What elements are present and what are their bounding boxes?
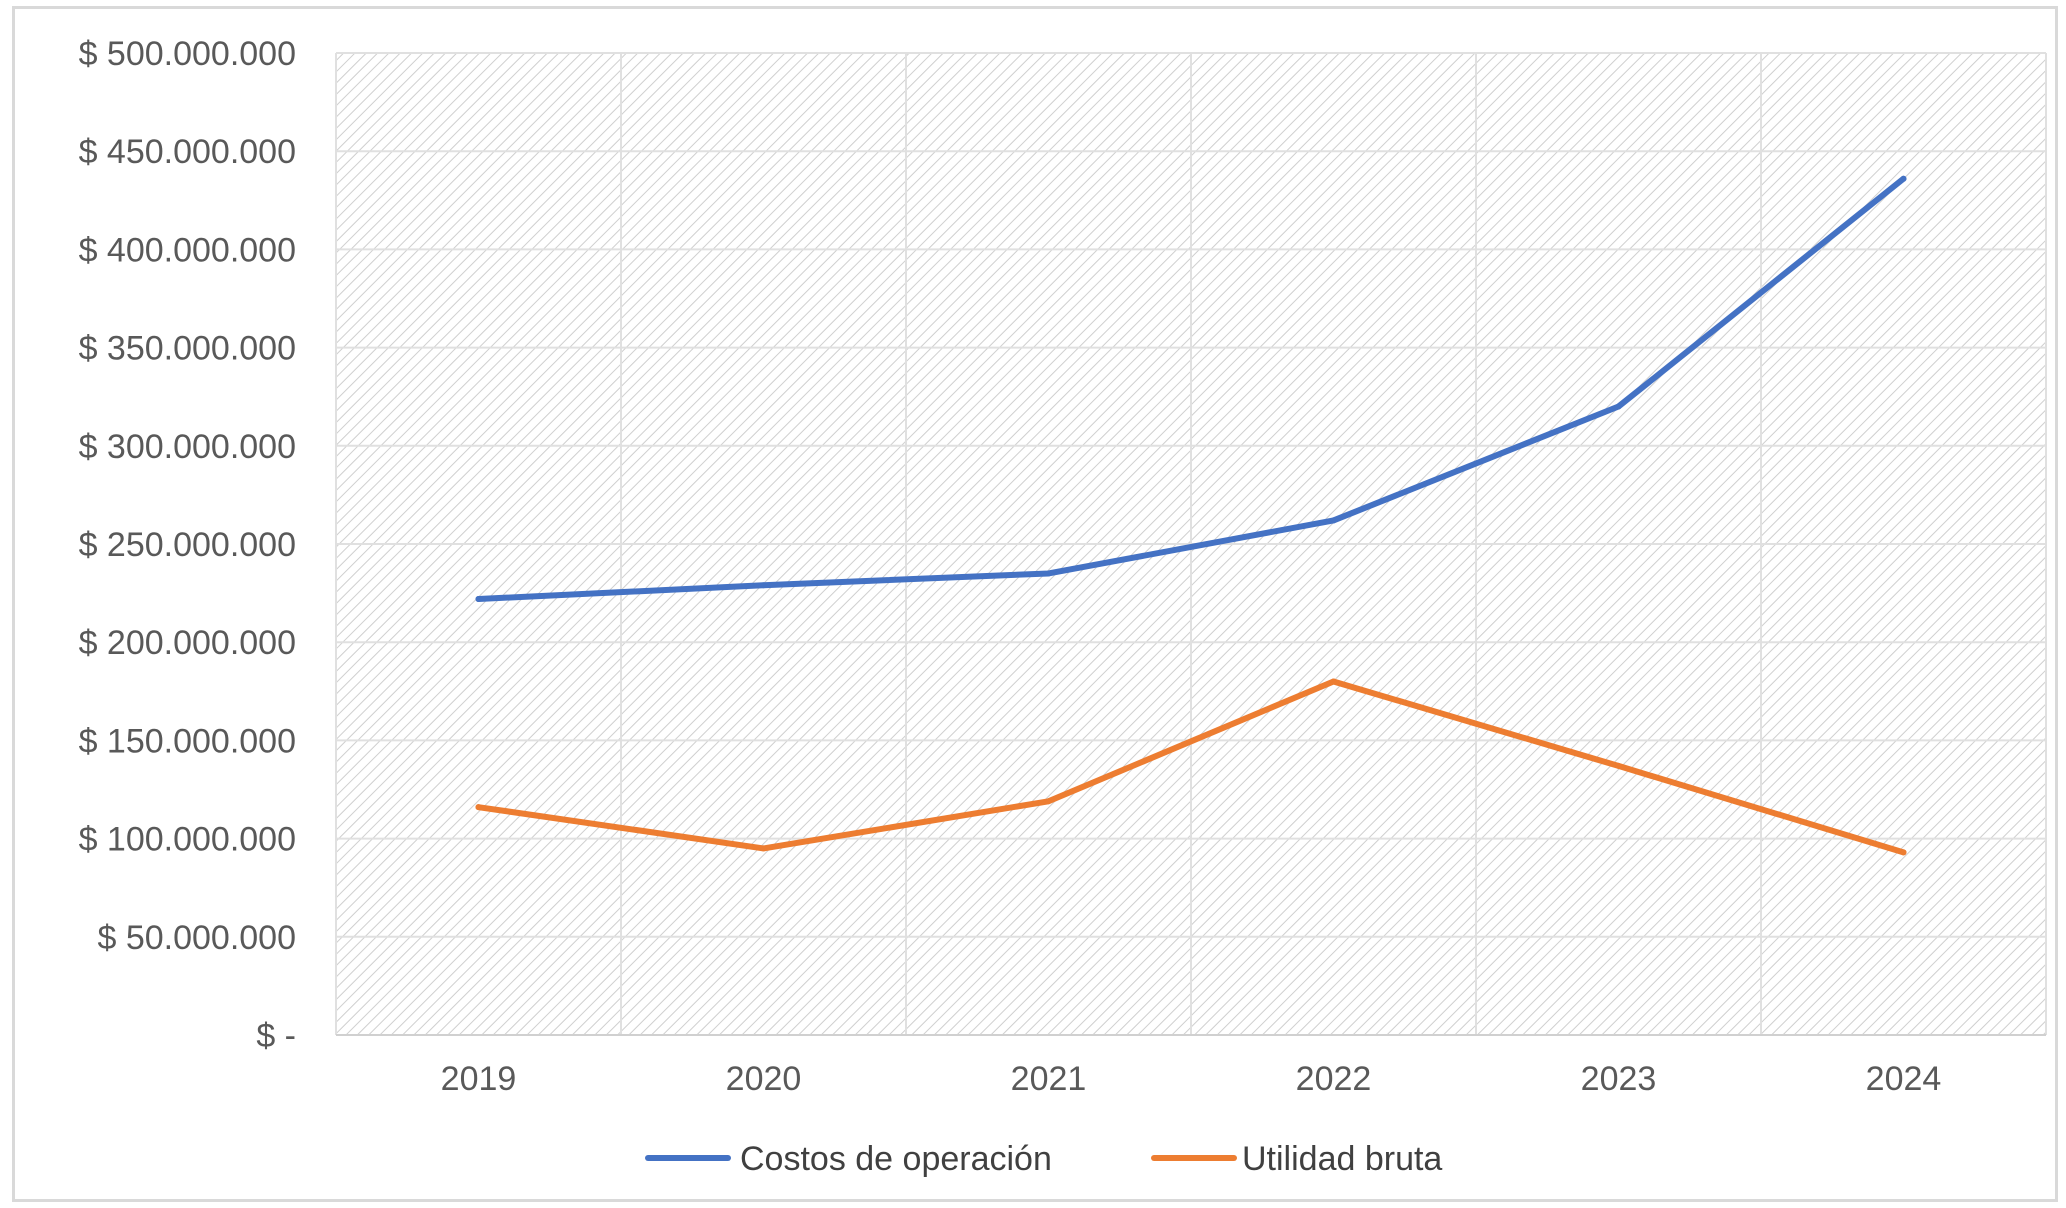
x-tick-label: 2019 — [441, 1060, 517, 1098]
data-point — [760, 582, 767, 589]
data-point — [475, 595, 482, 602]
y-tick-label: $ 350.000.000 — [79, 330, 296, 368]
y-tick-label: $ 200.000.000 — [79, 624, 296, 662]
x-tick-label: 2022 — [1296, 1060, 1372, 1098]
legend-label: Costos de operación — [740, 1140, 1052, 1178]
x-axis-tick-labels: 2019 2020 2021 2022 2023 2024 — [441, 1060, 1942, 1098]
legend-label: Utilidad bruta — [1242, 1140, 1442, 1178]
data-point — [1900, 175, 1907, 182]
data-point — [1615, 762, 1622, 769]
legend: Costos de operación Utilidad bruta — [645, 1140, 1442, 1178]
data-point — [1045, 798, 1052, 805]
data-point — [1330, 517, 1337, 524]
y-tick-label: $ 300.000.000 — [79, 428, 296, 466]
y-tick-label: $ 400.000.000 — [79, 231, 296, 269]
x-tick-label: 2021 — [1011, 1060, 1087, 1098]
data-point — [1330, 678, 1337, 685]
y-tick-label: $ 250.000.000 — [79, 526, 296, 564]
series-lines — [475, 175, 1907, 856]
series-line-2 — [475, 678, 1907, 856]
x-tick-label: 2023 — [1581, 1060, 1657, 1098]
series-line-1 — [475, 175, 1907, 602]
data-point — [760, 845, 767, 852]
gridlines — [335, 52, 2047, 1036]
y-tick-label: $ - — [256, 1017, 296, 1055]
y-tick-label: $ 100.000.000 — [79, 821, 296, 859]
data-point — [475, 804, 482, 811]
y-tick-label: $ 150.000.000 — [79, 722, 296, 760]
data-point — [1615, 403, 1622, 410]
x-tick-label: 2024 — [1866, 1060, 1942, 1098]
y-tick-label: $ 450.000.000 — [79, 133, 296, 171]
y-axis-tick-labels: $ - $ 50.000.000 $ 100.000.000 $ 150.000.00… — [79, 35, 296, 1055]
x-tick-label: 2020 — [726, 1060, 802, 1098]
data-point — [1045, 570, 1052, 577]
y-tick-label: $ 500.000.000 — [79, 35, 296, 73]
y-tick-label: $ 50.000.000 — [97, 919, 296, 957]
data-point — [1900, 849, 1907, 856]
